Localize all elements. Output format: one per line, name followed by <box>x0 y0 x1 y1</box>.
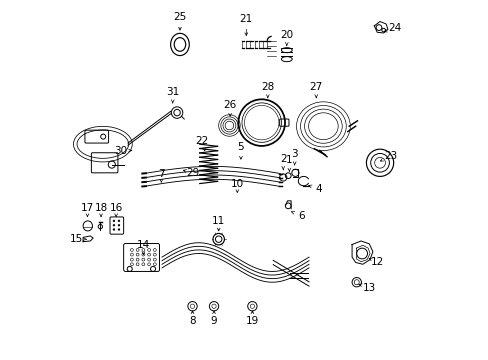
Text: 31: 31 <box>166 87 179 97</box>
Circle shape <box>118 228 120 230</box>
Text: 17: 17 <box>81 203 94 213</box>
Text: 14: 14 <box>137 240 150 250</box>
Text: 24: 24 <box>387 23 401 33</box>
Circle shape <box>113 224 115 226</box>
Text: 29: 29 <box>185 168 199 178</box>
Text: 5: 5 <box>237 142 244 152</box>
Text: 19: 19 <box>245 316 259 325</box>
Text: 20: 20 <box>280 30 293 40</box>
Text: 22: 22 <box>194 136 208 145</box>
Circle shape <box>113 220 115 222</box>
Text: 12: 12 <box>370 257 384 267</box>
Text: 25: 25 <box>173 12 186 22</box>
Text: 26: 26 <box>223 100 236 110</box>
Text: 2: 2 <box>279 154 286 164</box>
Text: 9: 9 <box>210 316 217 325</box>
Text: 18: 18 <box>94 203 107 213</box>
Text: 11: 11 <box>212 216 225 226</box>
Text: 28: 28 <box>261 82 274 92</box>
Text: 27: 27 <box>309 82 322 92</box>
Text: 1: 1 <box>285 155 292 165</box>
Text: 16: 16 <box>109 203 122 213</box>
Circle shape <box>118 220 120 222</box>
Text: 4: 4 <box>315 184 322 194</box>
Text: 7: 7 <box>158 168 164 179</box>
Text: 21: 21 <box>239 14 252 24</box>
Text: 10: 10 <box>230 179 244 189</box>
Circle shape <box>113 228 115 230</box>
Text: 15: 15 <box>69 234 82 244</box>
Text: 8: 8 <box>189 316 195 325</box>
Circle shape <box>118 224 120 226</box>
Text: 23: 23 <box>384 150 397 161</box>
Text: 30: 30 <box>114 145 127 156</box>
Text: 3: 3 <box>291 149 297 159</box>
Text: 13: 13 <box>362 283 375 293</box>
Text: 6: 6 <box>298 211 305 221</box>
